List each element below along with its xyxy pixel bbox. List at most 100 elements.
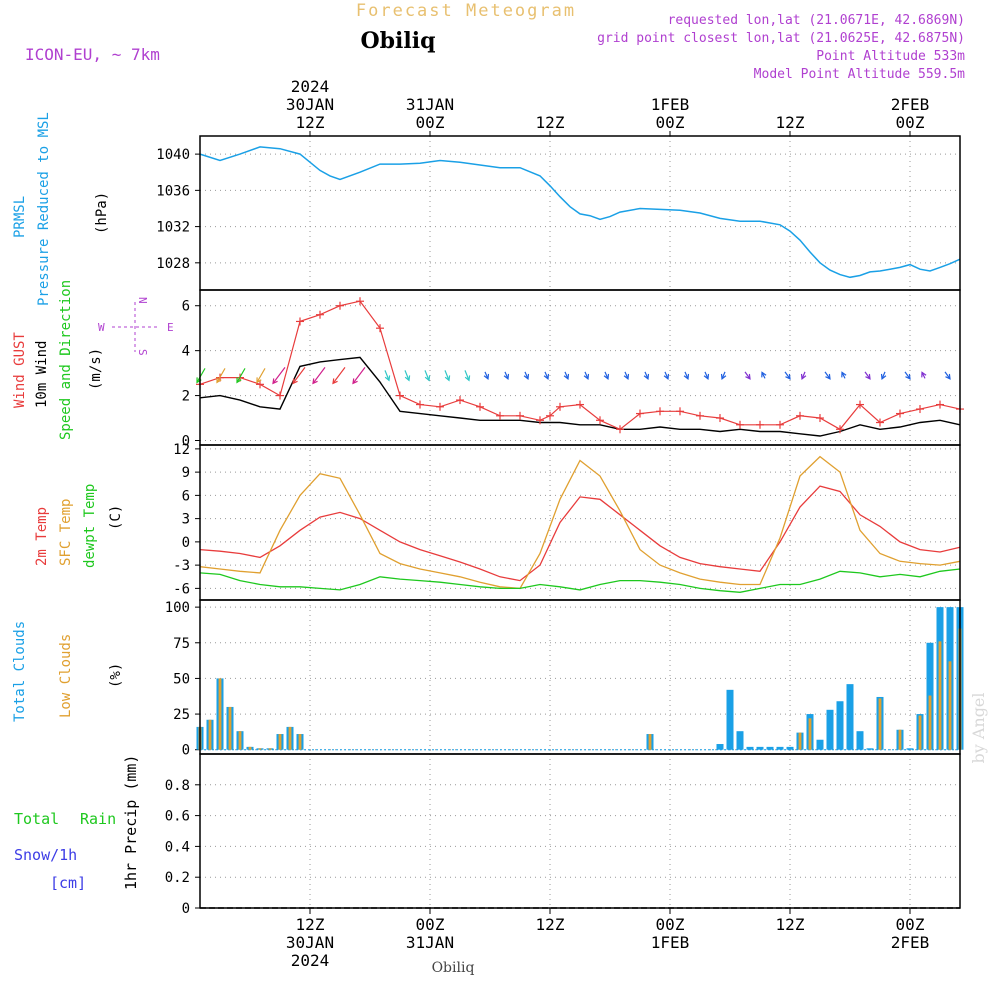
wind-direction-arrow [196,368,206,383]
wind-direction-arrowhead [683,373,690,381]
wind-direction-arrow [881,371,886,380]
y-tick-label-temperature: 0 [182,535,190,551]
model-altitude: Model Point Altitude 559.5m [754,67,965,82]
bottom-time-label: 1FEB [651,933,690,952]
wind-direction-arrow [684,371,689,380]
low-cloud-bar [238,731,242,750]
low-cloud-bar [918,715,922,750]
grid-point-coords: grid point closest lon,lat (21.0625E, 42… [597,31,965,46]
wind-direction-arrow [944,371,951,380]
compass-north: N [136,297,149,304]
wind-direction-arrowhead [583,373,590,381]
wind-direction-arrow [236,368,246,383]
wind-direction-arrowhead [384,375,391,382]
precip-label-rain: Rain [80,810,116,828]
plot-layer: 10281032103610400246-6-30369120255075100… [156,77,964,970]
total-cloud-bar [736,731,744,750]
wind-direction-arrowhead [825,373,831,380]
wind-direction-arrowhead [945,373,951,380]
low-cloud-bar [298,734,302,750]
top-time-label: 00Z [416,113,445,132]
wind-direction-arrowhead [703,373,710,381]
y-tick-label-temperature: -3 [173,558,190,574]
wind-direction-arrow [744,371,751,380]
wind-direction-arrow [824,371,831,380]
top-time-label: 12Z [776,113,805,132]
wind-direction-arrow [504,371,509,380]
low-cloud-bar [808,718,812,750]
total-cloud-bar [716,744,724,750]
bottom-time-label: 31JAN [406,933,454,952]
wind-label-10m: 10m Wind [34,341,50,408]
total-cloud-bar [866,748,874,750]
wind-direction-arrowhead [332,378,338,385]
bottom-time-label: 00Z [896,915,925,934]
wind-direction-arrow [216,368,226,383]
y-tick-label-pressure: 1040 [156,147,190,163]
low-cloud-bar [258,748,262,750]
wind-direction-arrowhead [745,373,751,380]
wind-label-direction: Speed and Direction [58,280,74,440]
y-tick-label-wind: 4 [182,344,190,360]
y-tick-label-temperature: 3 [182,512,190,528]
bottom-time-label: 2024 [291,951,330,970]
low-cloud-bar [898,729,902,750]
temp-unit: (C) [108,505,124,530]
wind-direction-arrowhead [312,378,318,385]
low-cloud-bar [248,746,252,750]
y-tick-label-wind: 6 [182,299,190,315]
wind-unit: (m/s) [88,348,104,390]
location-title: Obiliq [360,28,435,54]
compass-rose: W E N S [98,297,174,356]
wind-direction-arrowhead [800,373,807,381]
low-cloud-bar [948,661,952,750]
bottom-time-label: 2FEB [891,933,930,952]
wind-direction-arrowhead [761,371,767,378]
low-cloud-bar [218,678,222,750]
temp-sfc-line [199,455,961,590]
wind-direction-arrow [352,367,366,384]
wind-direction-arrowhead [292,378,298,385]
top-time-label: 00Z [896,113,925,132]
wind-direction-arrowhead [720,373,727,381]
wind-direction-arrow [272,367,286,384]
wind-direction-arrowhead [543,373,550,381]
wind-direction-arrowhead [503,373,510,381]
wind-direction-arrowhead [424,375,431,382]
wind-direction-arrowhead [404,375,411,382]
y-tick-label-wind: 2 [182,389,190,405]
total-cloud-bar [766,746,774,750]
point-altitude: Point Altitude 533m [816,49,965,64]
temp-label-sfc: SFC Temp [58,499,74,566]
panel-frame-clouds [199,599,961,755]
wind-direction-arrowhead [905,373,911,380]
bottom-time-label: 12Z [776,915,805,934]
top-time-label: 2024 [291,77,330,96]
wind-direction-arrow [721,371,726,380]
y-tick-label-pressure: 1028 [156,256,190,272]
pressure-label-msl: Pressure Reduced to MSL [36,112,52,306]
precip-label-snow: Snow/1h [14,846,77,864]
wind-direction-arrowhead [444,375,451,382]
compass-south: S [136,349,149,356]
wind-direction-arrow [256,368,266,383]
y-tick-label-clouds: 50 [173,671,190,687]
total-cloud-bar [906,748,914,750]
precip-label-total: Total [14,810,59,828]
wind-direction-arrowhead [272,378,278,385]
total-cloud-bar [856,731,864,750]
y-tick-label-clouds: 100 [165,600,190,616]
pressure-line [199,146,961,279]
precip-label-cm: [cm] [50,874,86,892]
clouds-label-low: Low Clouds [58,634,74,718]
wind-direction-arrowhead [663,373,670,381]
wind-direction-arrowhead [785,373,791,380]
low-cloud-bar [278,734,282,750]
top-time-label: 30JAN [286,95,334,114]
wind-direction-arrowhead [563,373,570,381]
y-tick-label-temperature: 6 [182,488,190,504]
wind-direction-arrow [444,370,450,381]
low-cloud-bar [288,726,292,750]
bottom-time-label: 00Z [656,915,685,934]
panel-frame-temperature [199,444,961,601]
